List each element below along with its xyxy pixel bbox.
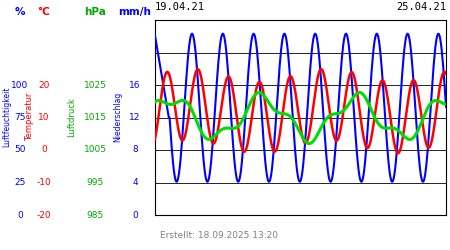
Text: 25: 25 [14,178,26,187]
Text: Luftfeuchtigkeit: Luftfeuchtigkeit [3,87,12,147]
Text: 100: 100 [11,80,29,90]
Text: 0: 0 [41,146,47,154]
Text: 12: 12 [129,113,141,122]
Text: 1015: 1015 [84,113,107,122]
Text: 995: 995 [86,178,104,187]
Text: Temperatur: Temperatur [26,93,35,141]
Text: 75: 75 [14,113,26,122]
Text: 10: 10 [38,113,50,122]
Text: -10: -10 [36,178,51,187]
Text: Erstellt: 18.09.2025 13:20: Erstellt: 18.09.2025 13:20 [159,231,278,240]
Text: 1025: 1025 [84,80,107,90]
Text: 0: 0 [17,210,23,220]
Text: 0: 0 [132,210,138,220]
Text: Luftdruck: Luftdruck [68,97,76,137]
Text: 19.04.21: 19.04.21 [155,2,205,12]
Text: 16: 16 [129,80,141,90]
Text: 8: 8 [132,146,138,154]
Text: 50: 50 [14,146,26,154]
Text: 25.04.21: 25.04.21 [396,2,446,12]
Text: 20: 20 [38,80,50,90]
Text: Niederschlag: Niederschlag [113,92,122,142]
Text: hPa: hPa [84,7,106,17]
Text: -20: -20 [37,210,51,220]
Text: 1005: 1005 [84,146,107,154]
Text: %: % [15,7,25,17]
Text: mm/h: mm/h [118,7,152,17]
Text: 985: 985 [86,210,104,220]
Text: 4: 4 [132,178,138,187]
Text: °C: °C [38,7,50,17]
